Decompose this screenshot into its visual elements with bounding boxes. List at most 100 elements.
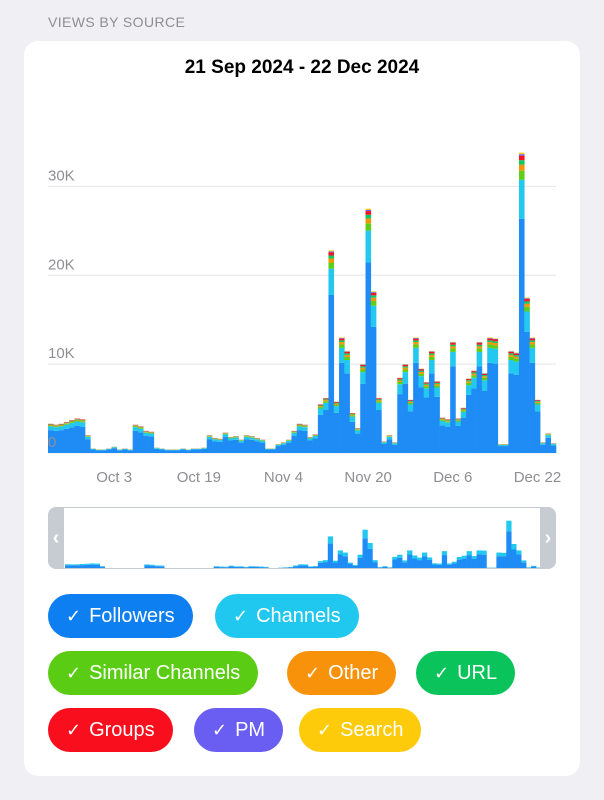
- bar-segment: [376, 400, 382, 402]
- bar-segment: [550, 444, 557, 446]
- bar-segment: [328, 255, 335, 259]
- nav-bar: [407, 550, 413, 568]
- bar-segment: [439, 418, 446, 420]
- nav-bar: [431, 563, 438, 568]
- bar-segment: [132, 430, 139, 453]
- bar-segment: [302, 426, 308, 428]
- checkmark-icon: ✓: [233, 605, 249, 626]
- bar-stack: [518, 152, 525, 453]
- bar-stack: [513, 352, 520, 453]
- bar-segment: [323, 398, 329, 400]
- nav-bar-segment: [521, 562, 527, 568]
- nav-bar-segment: [218, 566, 224, 568]
- bar-segment: [439, 419, 446, 421]
- nav-bar-segment: [382, 566, 388, 567]
- bar-segment: [323, 399, 329, 401]
- bar-segment: [492, 339, 499, 342]
- bar-stack: [418, 368, 425, 453]
- nav-bar: [342, 552, 348, 568]
- nav-bar-segment: [451, 563, 458, 568]
- legend-chip-pm[interactable]: ✓ PM: [194, 708, 284, 752]
- bar-segment: [175, 450, 181, 453]
- bar-segment: [148, 436, 155, 453]
- legend-label: Groups: [89, 718, 155, 741]
- nav-bar-segment: [307, 566, 314, 567]
- bar-segment: [344, 373, 350, 453]
- bar-segment: [513, 358, 520, 362]
- legend-chip-channels[interactable]: ✓ Channels: [215, 594, 359, 638]
- bar-segment: [122, 448, 128, 450]
- bar-segment: [492, 363, 499, 453]
- bar-segment: [492, 338, 499, 339]
- nav-bar-segment: [253, 566, 259, 568]
- bar-segment: [360, 383, 366, 453]
- nav-bar: [238, 566, 244, 568]
- navigator-left-handle[interactable]: ‹: [48, 507, 64, 569]
- bar-segment: [323, 402, 329, 411]
- bar-stack: [349, 413, 356, 453]
- bar-segment: [370, 326, 377, 453]
- navigator-right-handle[interactable]: ›: [540, 507, 556, 569]
- bar-segment: [264, 448, 271, 450]
- nav-bar: [154, 565, 160, 568]
- main-chart[interactable]: 0 10K 20K 30K Oct 3 Oct 19 Nov 4 Nov 20 Dec 6 De…: [24, 41, 580, 501]
- bar-segment: [159, 449, 165, 453]
- bar-segment: [111, 448, 118, 453]
- legend-chip-url[interactable]: ✓ URL: [416, 651, 516, 695]
- nav-bar-segment: [213, 566, 220, 568]
- bar-stack: [69, 420, 75, 453]
- nav-bar: [387, 567, 393, 568]
- bar-segment: [534, 402, 541, 405]
- nav-bar-segment: [476, 554, 482, 568]
- bar-segment: [354, 429, 361, 431]
- nav-bar-segment: [312, 566, 319, 568]
- bar-segment: [243, 436, 250, 437]
- bar-stack: [550, 443, 557, 453]
- bar-segment: [529, 362, 536, 453]
- bar-segment: [132, 425, 139, 427]
- bar-segment: [349, 414, 356, 415]
- x-tick-label: Nov 4: [264, 469, 303, 486]
- nav-bar-segment: [218, 567, 224, 568]
- legend-chip-other[interactable]: ✓ Other: [287, 651, 397, 695]
- bar-segment: [444, 420, 451, 422]
- nav-bar-segment: [327, 543, 334, 568]
- bar-segment: [243, 436, 250, 440]
- y-tick-label: 10K: [48, 345, 75, 362]
- bar-stack: [397, 377, 403, 453]
- nav-bar: [322, 560, 329, 568]
- nav-bar: [293, 565, 299, 568]
- bar-stack: [132, 424, 139, 453]
- bar-segment: [476, 366, 483, 453]
- bar-segment: [444, 421, 451, 423]
- legend-chip-groups[interactable]: ✓ Groups: [48, 708, 173, 752]
- nav-bar-segment: [471, 558, 477, 568]
- nav-bar-segment: [253, 566, 259, 567]
- bar-segment: [259, 440, 266, 443]
- legend-chip-followers[interactable]: ✓ Followers: [48, 594, 193, 638]
- bar-segment: [53, 430, 59, 453]
- legend-chip-similar-channels[interactable]: ✓ Similar Channels: [48, 651, 259, 695]
- bar-stack: [344, 350, 350, 453]
- legend-label: URL: [457, 661, 498, 684]
- bar-stack: [270, 448, 276, 453]
- nav-bar-segment: [317, 562, 324, 568]
- bar-segment: [481, 390, 488, 453]
- bar-segment: [143, 432, 149, 436]
- bar-segment: [365, 208, 372, 210]
- nav-bar: [105, 568, 110, 569]
- nav-bar-segment: [199, 568, 204, 569]
- bar-stack: [444, 419, 451, 453]
- nav-bar: [223, 566, 229, 568]
- bar-segment: [344, 360, 350, 374]
- bar-stack: [312, 434, 319, 453]
- bar-segment: [407, 402, 414, 405]
- nav-bar-segment: [426, 559, 433, 568]
- bar-segment: [460, 410, 467, 412]
- bar-segment: [339, 347, 345, 363]
- bar-segment: [397, 382, 403, 385]
- nav-bar-segment: [322, 560, 329, 563]
- bar-segment: [439, 417, 446, 419]
- range-navigator[interactable]: ‹ ›: [48, 507, 556, 569]
- legend-chip-search[interactable]: ✓ Search: [299, 708, 422, 752]
